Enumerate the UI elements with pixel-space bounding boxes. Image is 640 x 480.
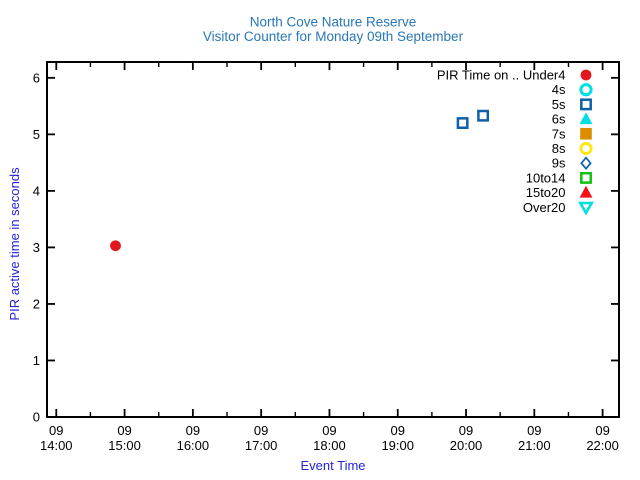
- legend-label-4s: 4s: [552, 82, 566, 97]
- x-tick-label-time-21:00: 21:00: [518, 438, 551, 453]
- legend-marker-6s: [579, 112, 593, 125]
- legend-label-7s: 7s: [552, 126, 566, 141]
- legend-marker-15to20: [579, 185, 593, 198]
- legend-marker-9s: [580, 156, 592, 171]
- legend-marker-7s: [580, 128, 592, 140]
- plot-border: [46, 61, 620, 418]
- x-tick-label-time-16:00: 16:00: [177, 438, 210, 453]
- chart-generated-content: 0914:000915:000916:000917:000918:000919:…: [33, 61, 620, 453]
- x-tick-label-day-18:00: 09: [322, 423, 336, 438]
- legend-label-9s: 9s: [552, 156, 566, 171]
- y-tick-label-5: 5: [33, 127, 40, 142]
- x-tick-label-day-17:00: 09: [254, 423, 268, 438]
- x-tick-label-time-15:00: 15:00: [108, 438, 141, 453]
- y-tick-label-3: 3: [33, 240, 40, 255]
- x-tick-label-time-19:00: 19:00: [381, 438, 414, 453]
- y-tick-label-1: 1: [33, 353, 40, 368]
- x-tick-label-day-22:00: 09: [595, 423, 609, 438]
- x-tick-label-day-14:00: 09: [49, 423, 63, 438]
- legend-label-pir-time-on-under4: PIR Time on .. Under4: [437, 68, 566, 83]
- legend-label-8s: 8s: [552, 141, 566, 156]
- chart-title: North Cove Nature Reserve: [250, 15, 417, 30]
- x-tick-label-day-15:00: 09: [117, 423, 131, 438]
- chart-subtitle: Visitor Counter for Monday 09th Septembe…: [203, 29, 464, 44]
- x-tick-label-day-16:00: 09: [186, 423, 200, 438]
- legend-label-10to14: 10to14: [526, 170, 566, 185]
- y-axis-label: PIR active time in seconds: [7, 167, 22, 321]
- x-tick-label-day-19:00: 09: [391, 423, 405, 438]
- x-tick-label-time-18:00: 18:00: [313, 438, 346, 453]
- y-tick-label-6: 6: [33, 70, 40, 85]
- legend-marker-5s: [580, 98, 592, 111]
- x-tick-label-time-22:00: 22:00: [586, 438, 619, 453]
- legend-label-6s: 6s: [552, 112, 566, 127]
- x-tick-label-time-20:00: 20:00: [450, 438, 483, 453]
- y-tick-label-2: 2: [33, 296, 40, 311]
- x-axis-label: Event Time: [300, 458, 365, 473]
- legend-marker-pir-time-on-under4: [580, 69, 592, 81]
- x-tick-label-day-20:00: 09: [459, 423, 473, 438]
- legend-marker-10to14: [580, 171, 592, 184]
- x-tick-label-day-21:00: 09: [527, 423, 541, 438]
- legend-label-15to20: 15to20: [526, 185, 566, 200]
- legend-marker-4s: [579, 83, 593, 97]
- point-5s-0: [456, 117, 469, 130]
- point-pir-time-on-under4-0: [110, 240, 121, 252]
- legend-label-5s: 5s: [552, 97, 566, 112]
- legend-marker-over20: [578, 201, 594, 216]
- x-tick-label-time-14:00: 14:00: [40, 438, 73, 453]
- x-tick-label-time-17:00: 17:00: [245, 438, 278, 453]
- legend-label-over20: Over20: [523, 200, 566, 215]
- legend-marker-8s: [579, 141, 593, 156]
- y-tick-label-4: 4: [33, 183, 40, 198]
- point-5s-1: [477, 109, 490, 122]
- y-tick-label-0: 0: [33, 410, 40, 425]
